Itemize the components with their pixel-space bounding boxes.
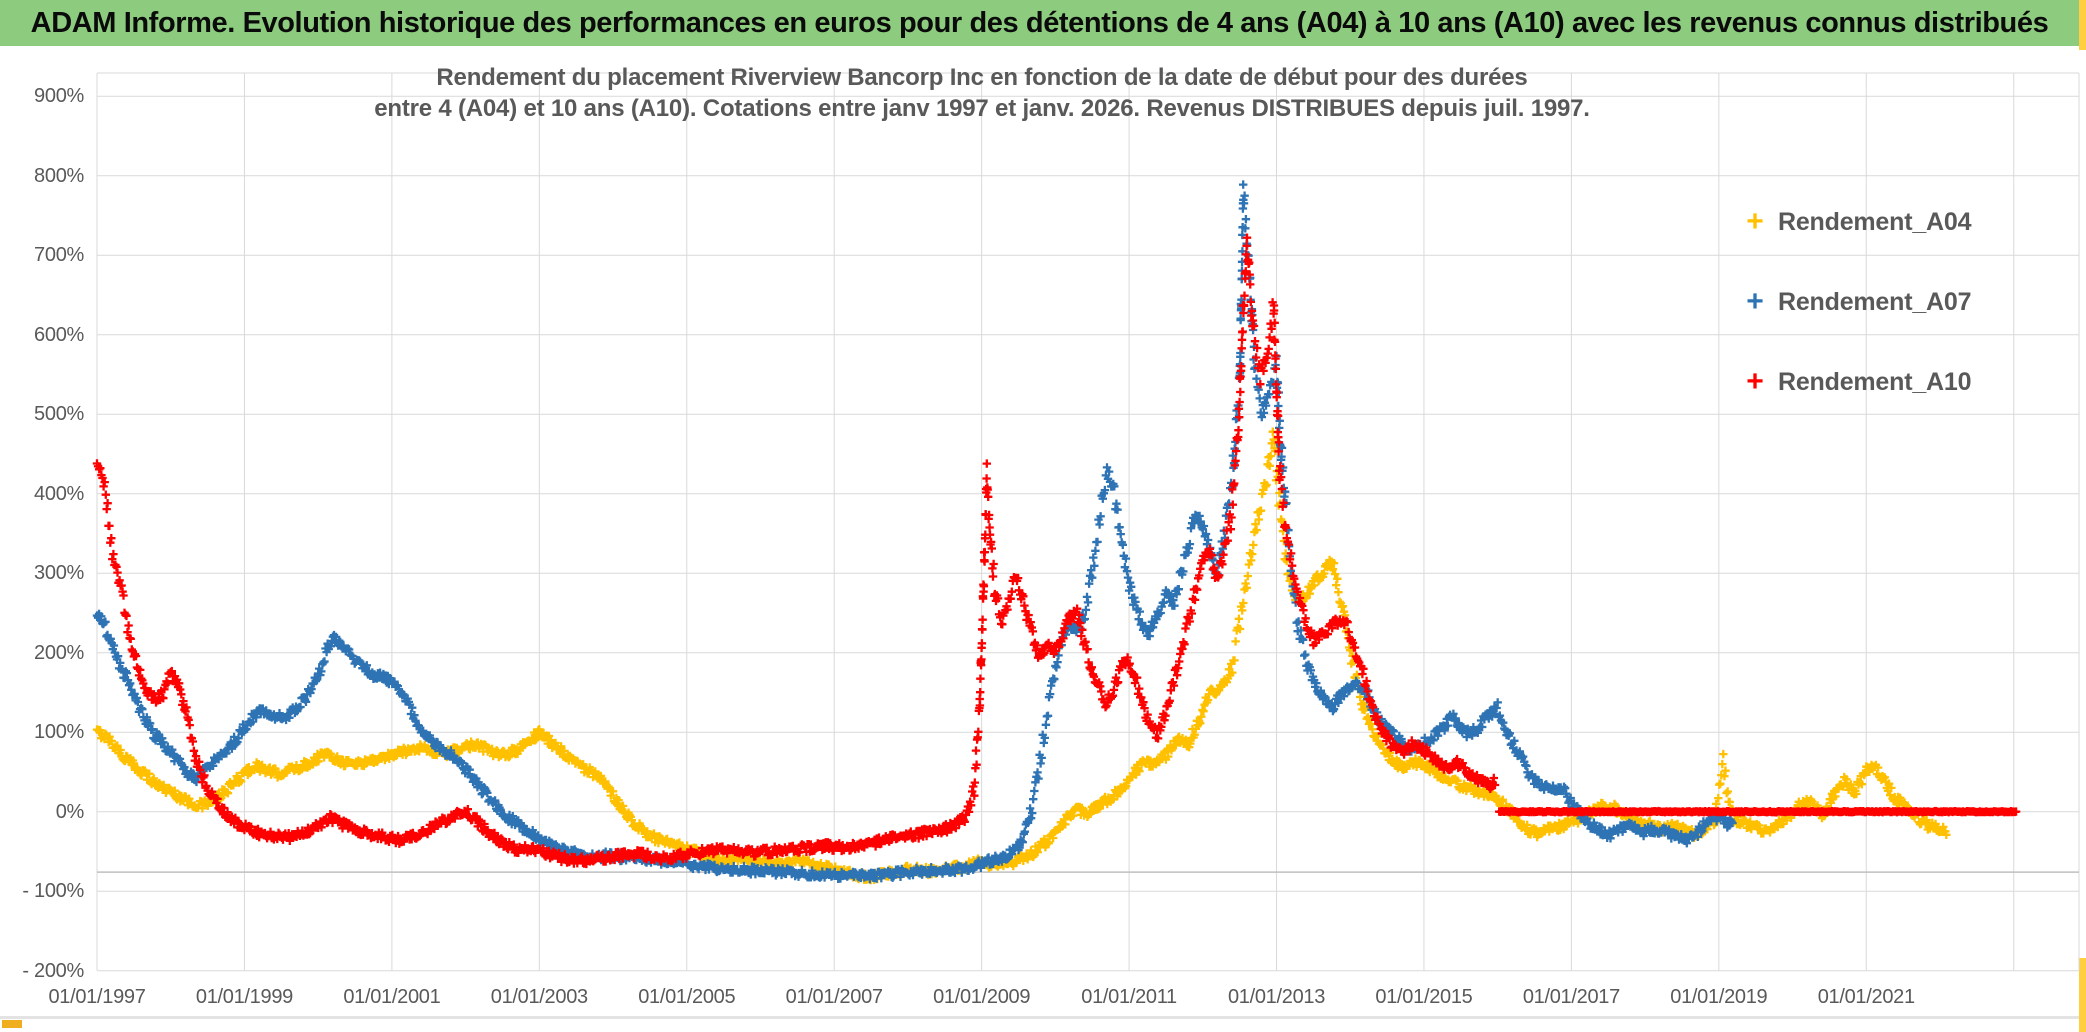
plus-marker-icon: +: [1746, 205, 1764, 238]
y-tick-label: 900%: [34, 85, 84, 108]
chart-title: Rendement du placement Riverview Bancorp…: [97, 62, 1867, 124]
y-tick-label: 200%: [34, 641, 84, 664]
legend-item-rendement-a04[interactable]: + Rendement_A04: [1742, 204, 2072, 240]
x-tick-label: 01/01/1997: [48, 986, 146, 1008]
x-tick-label: 01/01/2021: [1817, 986, 1915, 1008]
legend-label: Rendement_A10: [1778, 367, 1972, 396]
plus-marker-icon: +: [1746, 285, 1764, 318]
legend-label: Rendement_A07: [1778, 287, 1972, 316]
corner-strip-bottom-right: [2079, 958, 2086, 1032]
banner: ADAM Informe. Evolution historique des p…: [0, 0, 2079, 46]
y-tick-label: 800%: [34, 164, 84, 187]
x-tick-label: 01/01/2007: [785, 986, 883, 1008]
x-tick-label: 01/01/2015: [1375, 986, 1473, 1008]
y-tick-label: 500%: [34, 403, 84, 426]
legend: + Rendement_A04 + Rendement_A07 + Rendem…: [1742, 204, 2072, 444]
x-tick-label: 01/01/2017: [1522, 986, 1620, 1008]
x-tick-label: 01/01/2005: [638, 986, 736, 1008]
series-Rendement_A10: [92, 233, 2021, 869]
y-tick-label: 100%: [34, 721, 84, 744]
x-tick-label: 01/01/2011: [1081, 986, 1177, 1008]
chart-title-line1: Rendement du placement Riverview Bancorp…: [436, 64, 1528, 91]
y-tick-label: 0%: [55, 800, 85, 823]
x-tick-label: 01/01/2013: [1227, 986, 1326, 1008]
bottom-left-gold-block: [2, 1020, 22, 1028]
x-tick-label: 01/01/2019: [1670, 986, 1768, 1008]
y-tick-label: - 200%: [22, 959, 84, 982]
y-tick-label: 600%: [34, 323, 84, 346]
x-tick-label: 01/01/2003: [490, 986, 588, 1008]
legend-item-rendement-a10[interactable]: + Rendement_A10: [1742, 364, 2072, 400]
chart-title-line2: entre 4 (A04) et 10 ans (A10). Cotations…: [374, 95, 1590, 122]
corner-strip-top-right: [2079, 0, 2086, 50]
y-tick-label: - 100%: [22, 880, 84, 903]
x-tick-label: 01/01/1999: [195, 986, 293, 1008]
x-tick-label: 01/01/2009: [933, 986, 1031, 1008]
bottom-edge-line: [0, 1016, 2079, 1019]
legend-label: Rendement_A04: [1778, 207, 1972, 236]
y-tick-label: 300%: [34, 562, 84, 585]
y-tick-label: 400%: [34, 482, 84, 505]
legend-item-rendement-a07[interactable]: + Rendement_A07: [1742, 284, 2072, 320]
plus-marker-icon: +: [1746, 365, 1764, 398]
x-tick-label: 01/01/2001: [343, 986, 441, 1008]
y-tick-label: 700%: [34, 244, 84, 267]
